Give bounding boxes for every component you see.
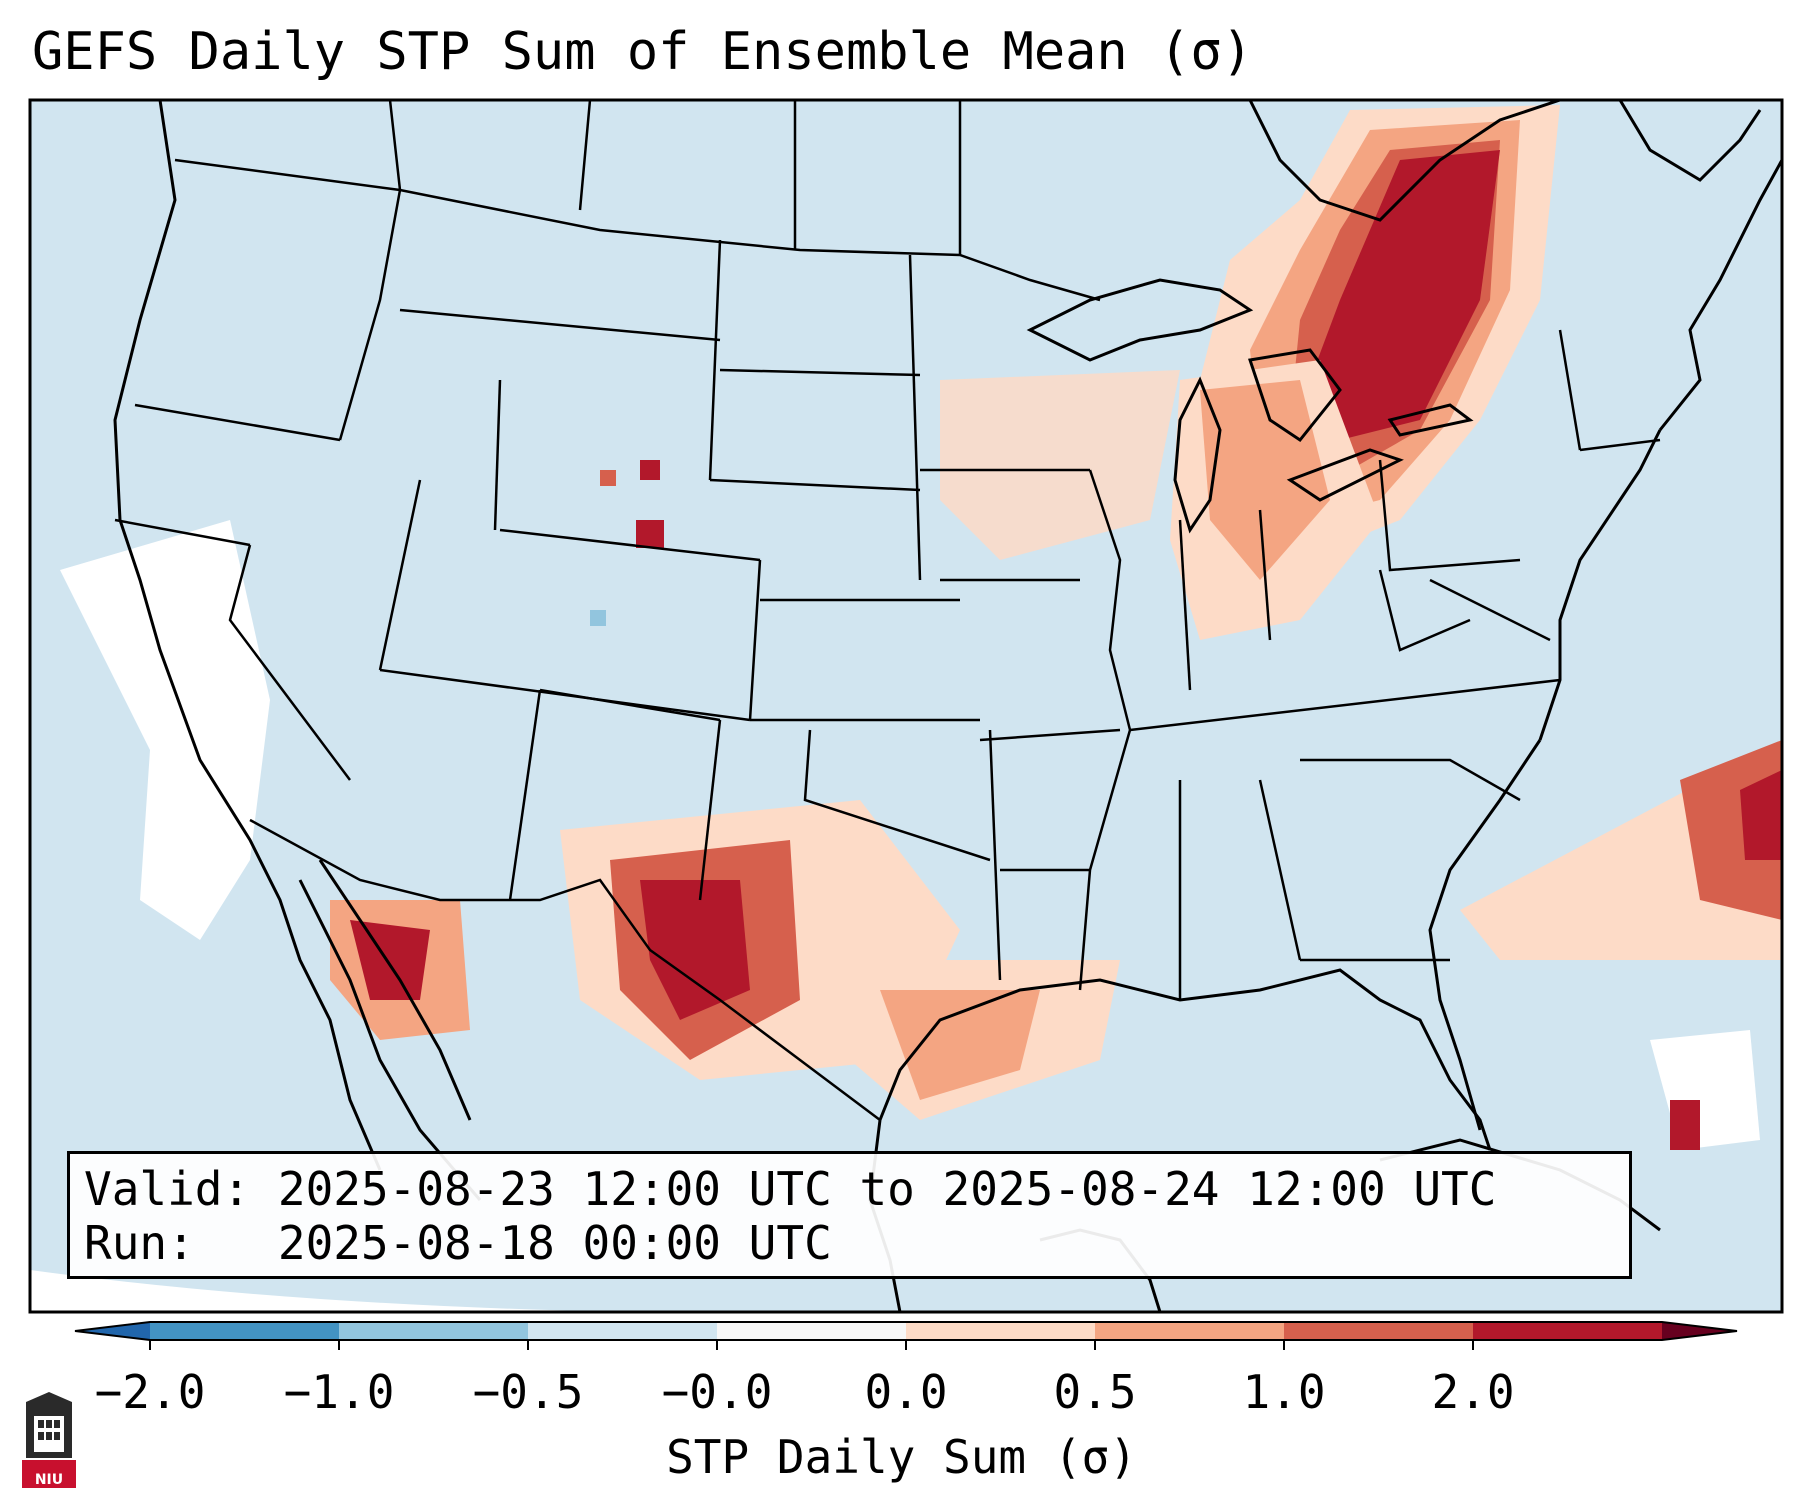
line-sd-ne xyxy=(709,478,921,492)
colorbar-tick-label: −2.0 xyxy=(94,1365,206,1419)
line-nv-ut xyxy=(378,479,422,671)
colorbar-segment xyxy=(339,1322,529,1340)
run-value: 2025-08-18 00:00 UTC xyxy=(277,1216,832,1270)
valid-label: Valid: xyxy=(84,1162,251,1216)
canada-province-lines xyxy=(388,100,962,255)
line-co-east xyxy=(748,559,762,721)
colorbar-under-extend xyxy=(75,1322,150,1340)
colorbar-segment xyxy=(906,1322,1096,1340)
state-borders xyxy=(114,100,1661,1121)
colorbar-segment xyxy=(1095,1322,1285,1340)
info-box: Valid: 2025-08-23 12:00 UTC to 2025-08-2… xyxy=(67,1151,1632,1279)
line-ca-nv xyxy=(228,544,351,781)
run-label: Run: xyxy=(84,1216,195,1270)
colorbar-tick-label: 0.5 xyxy=(1053,1365,1137,1419)
colorbar-segment xyxy=(150,1322,340,1340)
line-nm-east xyxy=(698,719,722,901)
anomaly-atlantic-peak xyxy=(1740,770,1782,860)
colorbar-tick-label: 2.0 xyxy=(1431,1365,1515,1419)
colorbar-tick-label: −0.0 xyxy=(661,1365,773,1419)
anomaly-colorado xyxy=(600,470,616,486)
hudson-bay-shore xyxy=(1248,100,1561,222)
line-wv xyxy=(1378,569,1471,652)
anomaly-field xyxy=(60,105,1782,1150)
colorbar-tick-label: 1.0 xyxy=(1242,1365,1326,1419)
line-il-in xyxy=(1178,519,1192,691)
colorbar-over-extend xyxy=(1662,1322,1737,1340)
line-dakotas-mn xyxy=(908,254,922,581)
line-mo-ar xyxy=(979,728,1121,742)
colorbar xyxy=(74,1321,1738,1350)
colorbar-segment xyxy=(1284,1322,1474,1340)
lake-huron xyxy=(1248,348,1342,443)
lake-ontario xyxy=(1387,403,1474,437)
map-title: GEFS Daily STP Sum of Ensemble Mean (σ) xyxy=(32,22,1253,82)
colorbar-segment xyxy=(1473,1322,1663,1340)
line-wy-west xyxy=(493,379,502,531)
niu-logo: NIU xyxy=(20,1390,78,1490)
anomaly-bahamas-peak xyxy=(1670,1100,1700,1150)
line-id xyxy=(338,189,402,441)
line-tn-ky xyxy=(1129,678,1561,732)
logo-text: NIU xyxy=(34,1472,64,1488)
us-mexico-border xyxy=(249,818,881,1121)
colorbar-tick-label: −0.5 xyxy=(472,1365,584,1419)
line-pa xyxy=(1378,459,1521,572)
anomaly-colorado xyxy=(640,460,660,480)
anomaly-sonora-peak xyxy=(350,920,430,1000)
line-ok-tx xyxy=(803,729,991,862)
line-ms-river xyxy=(1078,469,1132,991)
anomaly-west-texas-peak xyxy=(640,880,750,1020)
line-or-ca xyxy=(114,518,251,547)
anomaly-pacific-neutral xyxy=(60,520,270,940)
great-lakes xyxy=(1026,278,1474,534)
anomaly-texas-coast xyxy=(880,990,1040,1100)
line-md-va xyxy=(1429,578,1551,642)
niu-shield-icon xyxy=(22,1392,76,1488)
line-wy-co xyxy=(499,528,761,562)
map-frame xyxy=(28,98,1784,1314)
off-domain-area xyxy=(30,1270,900,1312)
gulf-coast xyxy=(878,968,1492,1151)
colorbar-tick-label: −1.0 xyxy=(283,1365,395,1419)
line-dakotas xyxy=(708,239,722,481)
line-mt-wy xyxy=(399,308,721,342)
gulf-of-st-lawrence xyxy=(1618,100,1762,182)
line-nd-sd xyxy=(719,368,921,377)
anomaly-colorado xyxy=(636,520,664,548)
lake-michigan xyxy=(1173,376,1222,534)
valid-value: 2025-08-23 12:00 UTC to 2025-08-24 12:00… xyxy=(277,1162,1497,1216)
west-coast xyxy=(113,100,382,1171)
logo-banner xyxy=(22,1460,76,1488)
run-row: Run: 2025-08-18 00:00 UTC xyxy=(84,1216,832,1270)
anomaly-peak-great-lakes xyxy=(1310,150,1500,440)
anomaly-upper-midwest xyxy=(940,370,1180,560)
new-england-coast xyxy=(1658,159,1782,431)
line-oh-west xyxy=(1258,509,1272,641)
anomaly-colorado xyxy=(590,610,606,626)
line-al-ga xyxy=(1258,779,1302,961)
lake-superior xyxy=(1026,278,1254,362)
line-tx-east xyxy=(988,729,1002,981)
florida-east xyxy=(1428,739,1542,1131)
line-nm-az xyxy=(508,689,542,901)
line-ny-vt xyxy=(1558,329,1582,451)
colorbar-label: STP Daily Sum (σ) xyxy=(666,1430,1137,1484)
line-nc-sc xyxy=(1300,758,1521,802)
line-nm-north xyxy=(539,688,721,722)
colorbar-segment xyxy=(528,1322,718,1340)
lake-erie xyxy=(1286,448,1404,502)
colorbar-tick-label: 0.0 xyxy=(864,1365,948,1419)
line-wa-or xyxy=(134,403,341,442)
line-new-england xyxy=(1579,438,1661,452)
anomaly-michigan xyxy=(1200,380,1330,580)
colorbar-segment xyxy=(717,1322,907,1340)
gulf-of-california xyxy=(318,859,472,1121)
valid-row: Valid: 2025-08-23 12:00 UTC to 2025-08-2… xyxy=(84,1162,1496,1216)
